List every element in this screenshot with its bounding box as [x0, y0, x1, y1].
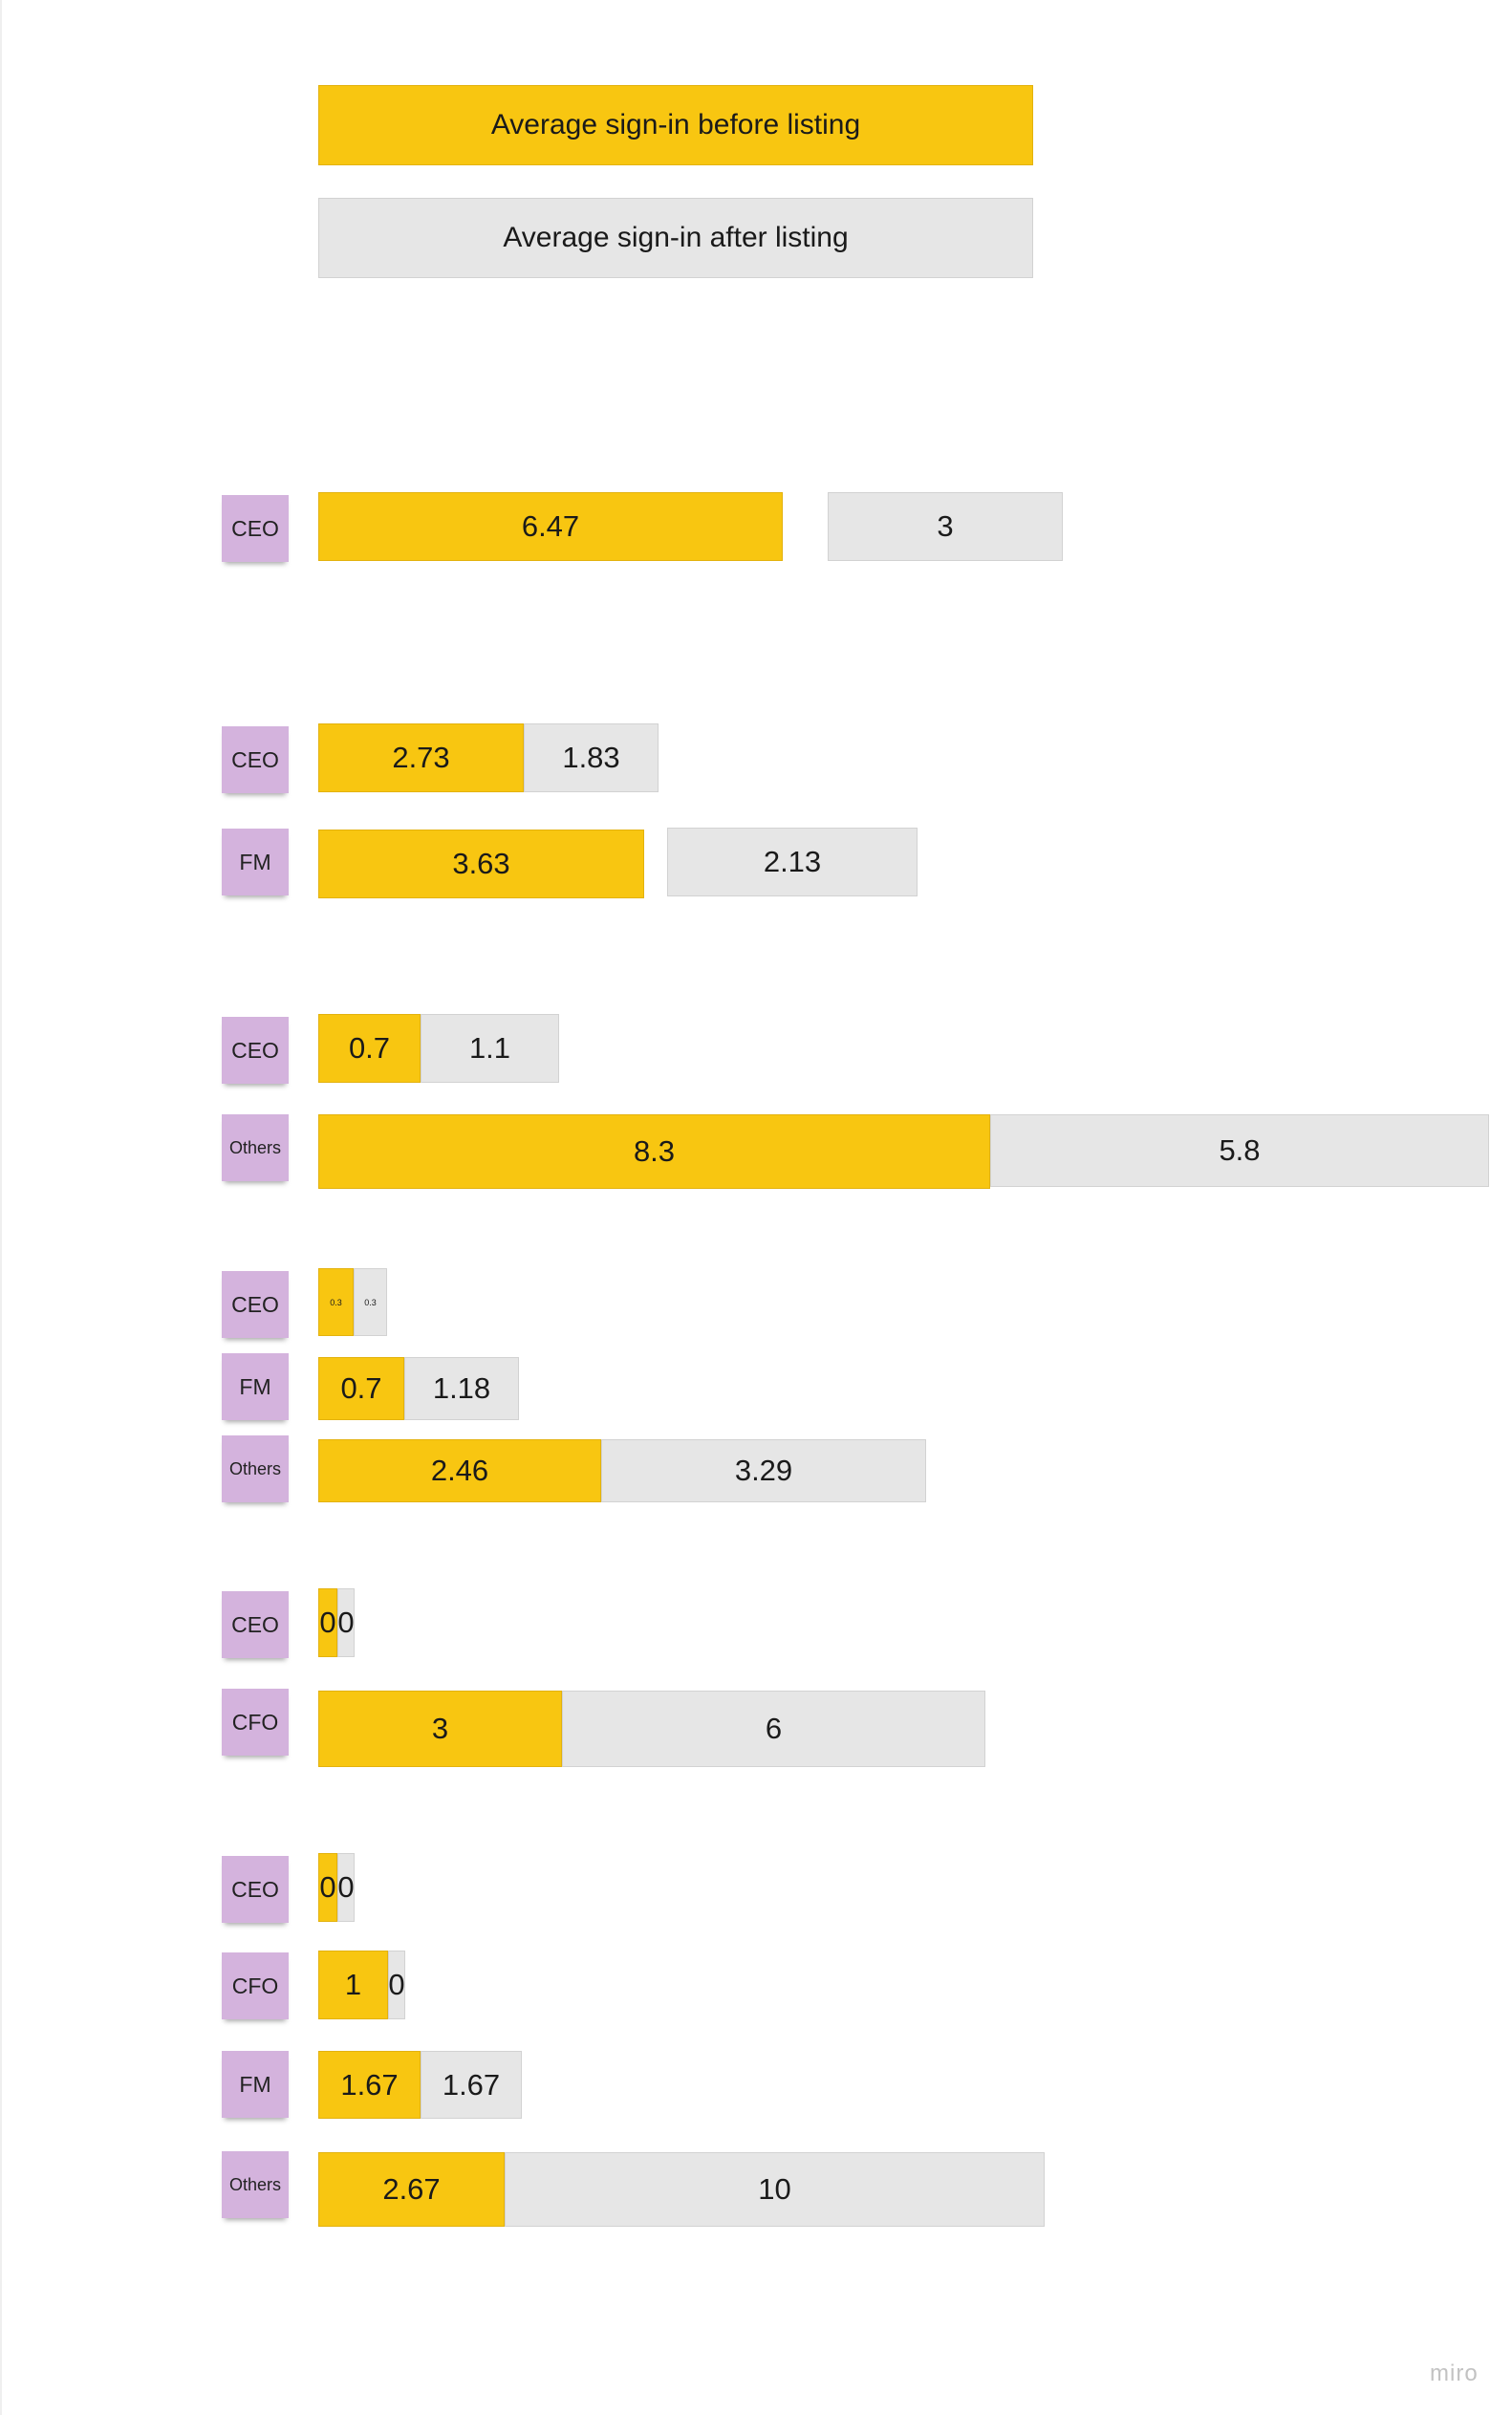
bar-after-listing[interactable]: 1.1 — [421, 1014, 559, 1083]
legend-after-label: Average sign-in after listing — [503, 222, 849, 253]
bar-value: 3.63 — [452, 847, 510, 880]
sticky-label: Others — [228, 2174, 282, 2194]
bar-before-listing[interactable]: 2.73 — [318, 723, 524, 792]
bar-before-listing[interactable]: 1.67 — [318, 2051, 421, 2119]
bar-value: 0.7 — [348, 1031, 391, 1065]
sticky-label: CEO — [231, 1291, 279, 1317]
bar-after-listing[interactable]: 0.3 — [354, 1268, 387, 1336]
bar-before-listing[interactable]: 2.46 — [318, 1439, 601, 1502]
bar-after-listing[interactable]: 1.83 — [524, 723, 659, 792]
sticky-note-role[interactable]: FM — [222, 2051, 289, 2118]
bar-value: 2.73 — [392, 741, 450, 774]
sticky-label: FM — [239, 2071, 271, 2097]
bar-value: 8.3 — [633, 1134, 676, 1168]
bar-value: 0.7 — [340, 1371, 382, 1405]
bar-after-listing[interactable]: 3 — [828, 492, 1063, 561]
bar-before-listing[interactable]: 6.47 — [318, 492, 783, 561]
bar-value: 1.83 — [562, 741, 620, 774]
sticky-note-role[interactable]: CEO — [222, 495, 289, 562]
bar-value: 0 — [388, 1968, 405, 2001]
bar-after-listing[interactable]: 5.8 — [990, 1114, 1489, 1187]
bar-value: 5.8 — [1219, 1133, 1261, 1167]
sticky-note-role[interactable]: CEO — [222, 1856, 289, 1923]
bar-value: 1.1 — [468, 1031, 511, 1065]
bar-before-listing[interactable]: 0 — [318, 1588, 337, 1657]
sticky-label: CFO — [231, 1709, 279, 1735]
bar-value: 0 — [319, 1606, 336, 1639]
bar-before-listing[interactable]: 3.63 — [318, 830, 644, 898]
bar-before-listing[interactable]: 1 — [318, 1951, 388, 2019]
bar-after-listing[interactable]: 6 — [562, 1691, 985, 1767]
bar-after-listing[interactable]: 1.67 — [421, 2051, 522, 2119]
bar-value: 1.18 — [432, 1371, 491, 1405]
bar-value: 0.3 — [364, 1297, 377, 1307]
bar-after-listing[interactable]: 0 — [388, 1951, 405, 2019]
sticky-note-role[interactable]: CEO — [222, 1591, 289, 1658]
sticky-label: CEO — [231, 1876, 279, 1902]
bar-before-listing[interactable]: 2.67 — [318, 2152, 505, 2227]
bar-after-listing[interactable]: 10 — [505, 2152, 1045, 2227]
sticky-label: Others — [228, 1458, 282, 1478]
sticky-note-role[interactable]: Others — [222, 2151, 289, 2218]
bar-before-listing[interactable]: 0.7 — [318, 1014, 421, 1083]
bar-before-listing[interactable]: 0 — [318, 1853, 337, 1922]
bar-before-listing[interactable]: 8.3 — [318, 1114, 990, 1189]
bar-after-listing[interactable]: 2.13 — [667, 828, 918, 896]
bar-value: 3.29 — [734, 1454, 793, 1487]
legend-after-listing[interactable]: Average sign-in after listing — [318, 198, 1033, 278]
board-edge — [0, 0, 2, 2415]
bar-value: 10 — [758, 2172, 791, 2206]
bar-value: 2.46 — [430, 1454, 489, 1487]
bar-value: 0 — [337, 1606, 355, 1639]
miro-watermark: miro — [1430, 2361, 1479, 2386]
sticky-label: CEO — [231, 746, 279, 772]
sticky-note-role[interactable]: CFO — [222, 1952, 289, 2019]
sticky-note-role[interactable]: CEO — [222, 726, 289, 793]
bar-value: 0.3 — [330, 1297, 342, 1307]
sticky-note-role[interactable]: FM — [222, 1353, 289, 1420]
sticky-note-role[interactable]: CFO — [222, 1689, 289, 1756]
legend-before-listing[interactable]: Average sign-in before listing — [318, 85, 1033, 165]
sticky-label: CEO — [231, 515, 279, 541]
sticky-label: CFO — [231, 1973, 279, 1998]
sticky-label: FM — [239, 1373, 271, 1399]
sticky-label: FM — [239, 849, 271, 874]
bar-value: 3 — [431, 1712, 449, 1745]
bar-value: 6.47 — [521, 509, 580, 543]
bar-before-listing[interactable]: 0.7 — [318, 1357, 404, 1420]
sticky-label: Others — [228, 1137, 282, 1157]
legend-before-label: Average sign-in before listing — [490, 109, 861, 140]
bar-after-listing[interactable]: 0 — [337, 1588, 355, 1657]
bar-after-listing[interactable]: 3.29 — [601, 1439, 926, 1502]
bar-value: 1.67 — [340, 2067, 399, 2102]
bar-value: 1 — [344, 1968, 362, 2001]
sticky-note-role[interactable]: CEO — [222, 1017, 289, 1084]
sticky-label: CEO — [231, 1037, 279, 1063]
sticky-note-role[interactable]: Others — [222, 1114, 289, 1181]
bar-value: 2.13 — [763, 845, 822, 878]
sticky-note-role[interactable]: CEO — [222, 1271, 289, 1338]
bar-value: 2.67 — [382, 2172, 441, 2206]
bar-value: 3 — [937, 509, 954, 543]
bar-value: 1.67 — [442, 2067, 501, 2102]
bar-before-listing[interactable]: 3 — [318, 1691, 562, 1767]
sticky-note-role[interactable]: Others — [222, 1435, 289, 1502]
bar-after-listing[interactable]: 1.18 — [404, 1357, 519, 1420]
sticky-label: CEO — [231, 1611, 279, 1637]
sticky-note-role[interactable]: FM — [222, 829, 289, 895]
bar-value: 0 — [337, 1870, 355, 1904]
bar-before-listing[interactable]: 0.3 — [318, 1268, 354, 1336]
bar-value: 6 — [765, 1712, 783, 1745]
bar-value: 0 — [319, 1870, 336, 1904]
bar-after-listing[interactable]: 0 — [337, 1853, 355, 1922]
